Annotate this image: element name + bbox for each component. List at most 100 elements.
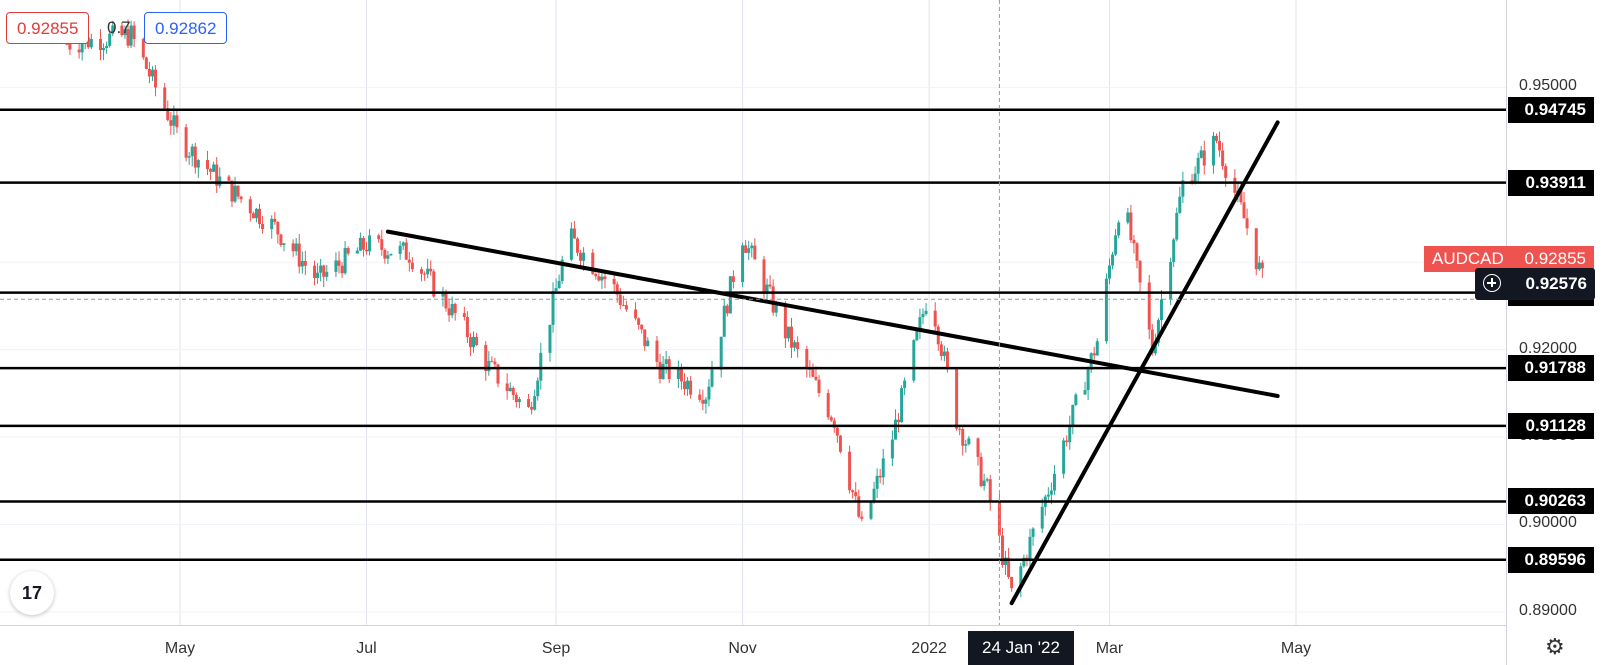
- candle-body: [132, 25, 136, 40]
- candle: [291, 239, 295, 257]
- candle: [175, 108, 179, 134]
- candle-body: [1245, 218, 1249, 229]
- candle-body: [514, 394, 518, 403]
- candle: [163, 82, 167, 112]
- crosshair-price-tag[interactable]: 0.92576: [1475, 268, 1595, 300]
- candle-body: [551, 291, 555, 325]
- horizontal-levels: [0, 108, 1506, 562]
- candle-body: [1147, 282, 1151, 330]
- candle: [560, 255, 564, 285]
- candle: [829, 415, 833, 422]
- candle-body: [621, 304, 625, 306]
- candle: [1242, 191, 1246, 219]
- candle-body: [744, 245, 748, 253]
- candle: [817, 375, 821, 397]
- candle-body: [719, 336, 723, 370]
- gear-icon[interactable]: ⚙: [1545, 634, 1565, 659]
- candle-body: [80, 43, 84, 53]
- candle-body: [279, 234, 283, 245]
- candle-body: [530, 406, 534, 410]
- candle: [897, 412, 901, 433]
- crosshair-date-tag: 24 Jan '22: [968, 631, 1074, 665]
- level-price-label[interactable]: 0.90263: [1508, 488, 1594, 515]
- candle: [1062, 437, 1066, 479]
- candle-body: [355, 250, 359, 254]
- candle-body: [1000, 535, 1004, 565]
- plus-circle-icon[interactable]: [1483, 274, 1501, 292]
- candle: [900, 385, 904, 423]
- candle: [719, 336, 723, 378]
- candle-body: [747, 248, 751, 253]
- candle: [218, 167, 222, 189]
- candle: [939, 341, 943, 361]
- candle: [533, 389, 537, 411]
- candle: [319, 258, 323, 282]
- candle-body: [560, 259, 564, 282]
- candle: [942, 345, 946, 362]
- level-price-label[interactable]: 0.89596: [1508, 546, 1594, 573]
- candle: [322, 264, 326, 288]
- candle-body: [254, 208, 258, 219]
- candle: [741, 242, 745, 288]
- candle: [725, 303, 729, 317]
- candle-body: [591, 252, 595, 275]
- candle-body: [615, 284, 619, 295]
- candle-body: [533, 396, 537, 410]
- level-price-label[interactable]: 0.91128: [1508, 412, 1594, 439]
- candle-body: [325, 271, 329, 277]
- candle-body: [1169, 262, 1173, 300]
- candle-body: [783, 304, 787, 339]
- candle-body: [658, 361, 662, 379]
- candle-body: [511, 387, 515, 395]
- time-axis-border: [0, 625, 1506, 626]
- candle: [150, 66, 154, 82]
- level-price-label[interactable]: 0.93911: [1508, 169, 1594, 196]
- candle: [933, 302, 937, 334]
- candle-body: [340, 265, 344, 274]
- candle-body: [163, 87, 167, 109]
- price-tick-label: 0.95000: [1519, 77, 1577, 95]
- candle-body: [637, 318, 641, 325]
- candle: [1211, 131, 1215, 174]
- candle-body: [1211, 135, 1215, 166]
- candle: [621, 295, 625, 307]
- tradingview-logo-icon[interactable]: 17: [10, 571, 54, 615]
- candle-body: [105, 45, 109, 48]
- candle: [1196, 152, 1200, 184]
- candle-body: [753, 245, 757, 260]
- candle-body: [175, 115, 179, 128]
- candle-body: [838, 435, 842, 452]
- ask-price-box[interactable]: 0.92862: [144, 12, 228, 44]
- candle: [838, 434, 842, 454]
- candle: [643, 329, 647, 351]
- symbol-price-tag: AUDCAD 0.92855: [1424, 246, 1594, 272]
- candle: [936, 324, 940, 351]
- candle: [637, 317, 641, 330]
- candle-body: [257, 208, 261, 224]
- candle-body: [450, 303, 454, 316]
- candle: [1221, 142, 1225, 170]
- candle-body: [1132, 240, 1136, 244]
- candle: [811, 363, 815, 378]
- candle: [878, 468, 882, 484]
- candle: [689, 375, 693, 399]
- candle: [579, 250, 583, 267]
- candle-body: [936, 326, 940, 345]
- candle-body: [1193, 173, 1197, 184]
- candle-body: [634, 309, 638, 319]
- level-price-label[interactable]: 0.94745: [1508, 96, 1594, 123]
- candle: [1257, 255, 1261, 272]
- candle: [1254, 228, 1258, 276]
- candle: [872, 481, 876, 504]
- bid-price-box[interactable]: 0.92855: [6, 12, 90, 44]
- candle-body: [964, 444, 968, 446]
- candle-body: [594, 274, 598, 277]
- candle-body: [1221, 150, 1225, 167]
- candle-body: [1114, 235, 1118, 255]
- candle: [710, 360, 714, 388]
- candle-body: [423, 273, 427, 275]
- candle: [169, 112, 173, 135]
- candle-body: [612, 278, 616, 285]
- level-price-label[interactable]: 0.91788: [1508, 355, 1594, 382]
